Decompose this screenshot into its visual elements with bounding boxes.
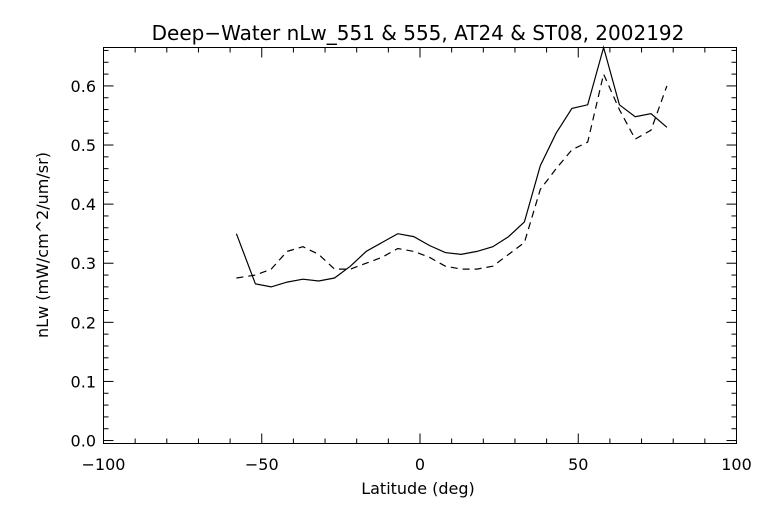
series-line-solid xyxy=(235,45,668,288)
y-tick-label: 0.4 xyxy=(71,195,96,214)
chart-title: Deep−Water nLw_551 & 555, AT24 & ST08, 2… xyxy=(152,21,685,45)
x-axis-label: Latitude (deg) xyxy=(361,479,475,498)
series-line-dashed xyxy=(236,72,668,279)
plot-frame xyxy=(103,47,737,444)
tick-labels: −100 −50 0 50 100 0.0 0.1 0.2 0.3 0.4 0.5 0.6 xyxy=(71,77,752,474)
x-tick-label: −50 xyxy=(245,455,279,474)
y-tick-label: 0.1 xyxy=(71,372,96,391)
axis-ticks xyxy=(103,47,737,444)
x-tick-label: 100 xyxy=(721,455,752,474)
y-tick-label: 0.5 xyxy=(71,136,96,155)
y-tick-label: 0.6 xyxy=(71,77,96,96)
x-tick-label: 0 xyxy=(415,455,425,474)
x-tick-label: −100 xyxy=(82,455,126,474)
y-tick-label: 0.2 xyxy=(71,313,96,332)
y-tick-label: 0.0 xyxy=(71,432,96,451)
series-layer xyxy=(235,45,668,288)
x-tick-label: 50 xyxy=(568,455,588,474)
y-tick-label: 0.3 xyxy=(71,254,96,273)
y-axis-label: nLw (mW/cm^2/um/sr) xyxy=(33,152,52,338)
